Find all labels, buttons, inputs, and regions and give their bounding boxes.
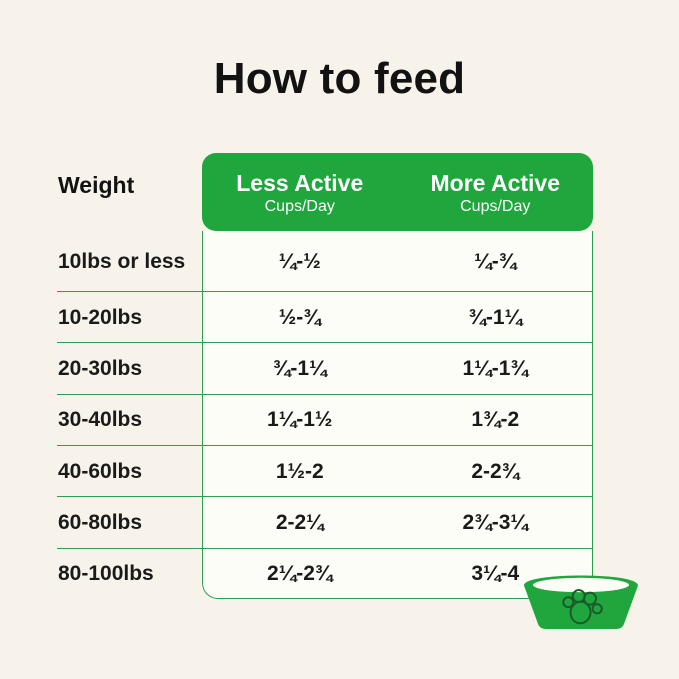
more-active-units: Cups/Day bbox=[460, 197, 531, 215]
more-active-value: 1¼-1¾ bbox=[462, 356, 528, 380]
table-row: 10-20lbs ½-¾ ¾-1¼ bbox=[57, 291, 593, 342]
less-active-value: 1¼-1½ bbox=[267, 408, 333, 432]
table-row: 20-30lbs ¾-1¼ 1¼-1¾ bbox=[57, 342, 593, 393]
weight-value: 10-20lbs bbox=[58, 305, 143, 329]
less-active-value: ¼-½ bbox=[278, 249, 321, 273]
weight-value: 30-40lbs bbox=[58, 408, 143, 432]
more-active-value: 2-2¾ bbox=[471, 459, 520, 483]
more-active-value: 2¾-3¼ bbox=[462, 510, 528, 534]
more-active-value: ¼-¾ bbox=[474, 249, 517, 273]
less-active-value: ½-¾ bbox=[278, 305, 321, 329]
more-active-header: More Active Cups/Day bbox=[398, 153, 594, 231]
weight-value: 10lbs or less bbox=[58, 249, 186, 273]
table-body-panel bbox=[202, 231, 593, 599]
less-active-label: Less Active bbox=[236, 170, 364, 197]
table-row: 30-40lbs 1¼-1½ 1¾-2 bbox=[57, 393, 593, 445]
weight-value: 60-80lbs bbox=[58, 510, 143, 534]
less-active-value: 2¼-2¾ bbox=[267, 562, 333, 586]
more-active-value: 1¾-2 bbox=[471, 408, 520, 432]
more-active-value: ¾-1¼ bbox=[468, 305, 523, 329]
more-active-label: More Active bbox=[430, 170, 561, 197]
table-row: 10lbs or less ¼-½ ¼-¾ bbox=[57, 231, 593, 291]
weight-value: 80-100lbs bbox=[58, 562, 154, 586]
table-row: 80-100lbs 2¼-2¾ 3¼-4 bbox=[57, 547, 593, 599]
less-active-value: ¾-1¼ bbox=[272, 356, 327, 380]
less-active-value: 1½-2 bbox=[275, 459, 324, 483]
dog-bowl-icon bbox=[524, 575, 638, 629]
feeding-table: 10lbs or less ¼-½ ¼-¾ 10-20lbs ½-¾ ¾-1¼ … bbox=[57, 231, 593, 599]
weight-column-header: Weight bbox=[58, 172, 135, 198]
table-row: 60-80lbs 2-2¼ 2¾-3¼ bbox=[57, 496, 593, 547]
table-header: Less Active Cups/Day More Active Cups/Da… bbox=[202, 153, 593, 231]
less-active-header: Less Active Cups/Day bbox=[202, 153, 398, 231]
less-active-value: 2-2¼ bbox=[275, 510, 324, 534]
less-active-units: Cups/Day bbox=[264, 197, 335, 215]
paw-print-icon bbox=[562, 589, 603, 625]
page-title: How to feed bbox=[213, 54, 466, 103]
weight-value: 40-60lbs bbox=[58, 459, 143, 483]
more-active-value: 3¼-4 bbox=[471, 562, 520, 586]
table-row: 40-60lbs 1½-2 2-2¾ bbox=[57, 444, 593, 496]
weight-value: 20-30lbs bbox=[58, 356, 143, 380]
